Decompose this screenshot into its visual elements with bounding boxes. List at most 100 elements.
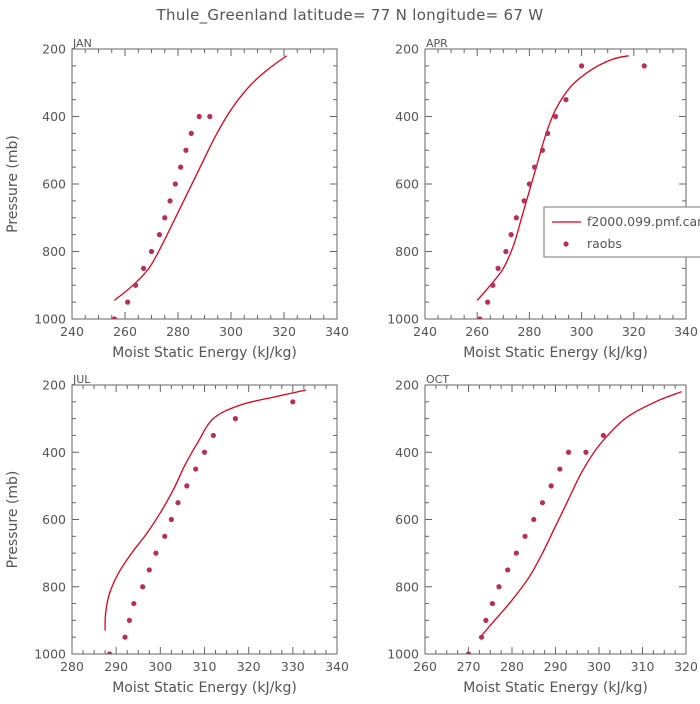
x-tick-label: 340 — [674, 324, 698, 339]
legend-model-label: f2000.099.pmf.cam — [587, 214, 700, 229]
plot-frame — [71, 384, 338, 655]
raobs-point — [111, 316, 117, 319]
raobs-point — [522, 533, 528, 539]
x-tick-label: 300 — [219, 324, 243, 339]
x-tick-label: 290 — [544, 659, 568, 674]
panel-jul: 280 290 300 310 320 330 340 200 400 600 800 1000 JUL… — [5, 373, 349, 696]
x-tick-label: 270 — [457, 659, 481, 674]
y-tick-label: 400 — [42, 445, 66, 460]
y-tick-label: 200 — [395, 42, 419, 57]
y-axis-title: Pressure (mb) — [5, 135, 21, 233]
model-line — [113, 55, 287, 301]
y-tick-label: 200 — [42, 378, 66, 393]
raobs-point — [513, 550, 519, 556]
y-tick-label: 400 — [395, 445, 419, 460]
panel-title: OCT — [426, 373, 449, 386]
raobs-point — [156, 232, 163, 238]
raobs-point — [552, 113, 559, 120]
raobs-point — [532, 164, 538, 170]
x-tick-label: 300 — [587, 659, 611, 674]
panel-jan: 240 260 280 300 320 340 200 400 600 800 1000 JAN Moi… — [5, 37, 349, 361]
y-tick-label: 600 — [42, 177, 66, 192]
panel-title: JUL — [72, 373, 91, 386]
raobs-point — [146, 567, 152, 573]
raobs-point — [167, 198, 173, 204]
y-tick-label: 600 — [395, 512, 419, 527]
plot-frame — [71, 48, 338, 320]
x-axis-title: Moist Static Energy (kJ/kg) — [112, 345, 297, 361]
raobs-point — [168, 516, 174, 523]
raobs-point — [600, 432, 606, 439]
plot-frame — [424, 48, 687, 320]
x-tick-label: 340 — [325, 324, 349, 339]
x-tick-label: 260 — [413, 659, 437, 674]
raobs-point — [526, 181, 533, 187]
raobs-point — [232, 416, 239, 422]
x-tick-label: 300 — [148, 659, 172, 674]
raobs-point — [162, 533, 168, 539]
plot-area — [104, 389, 307, 654]
raobs-point — [490, 282, 496, 288]
raobs-point — [583, 449, 589, 455]
raobs-point — [210, 432, 216, 439]
raobs-point — [188, 130, 194, 136]
raobs-point — [133, 282, 139, 288]
raobs-point — [196, 113, 202, 120]
raobs-point — [563, 97, 569, 103]
raobs-point — [641, 63, 647, 69]
raobs-point — [483, 617, 489, 623]
x-tick-label: 290 — [104, 659, 128, 674]
raobs-point — [531, 516, 537, 523]
x-tick-label: 320 — [272, 324, 296, 339]
y-tick-label: 800 — [42, 579, 66, 594]
x-tick-label: 260 — [465, 324, 489, 339]
panel-title: APR — [426, 37, 448, 50]
raobs-point — [505, 567, 511, 573]
raobs-point — [465, 651, 472, 654]
raobs-point — [193, 466, 199, 472]
x-tick-label: 320 — [622, 324, 646, 339]
raobs-point — [125, 299, 131, 305]
raobs-point — [126, 617, 133, 623]
y-tick-label: 200 — [42, 42, 66, 57]
x-tick-label: 340 — [325, 659, 349, 674]
raobs-point — [513, 215, 519, 221]
raobs-point — [496, 584, 502, 590]
raobs-point — [478, 634, 485, 640]
raobs-point — [485, 299, 491, 305]
y-tick-label: 1000 — [387, 312, 419, 327]
x-tick-label: 240 — [60, 324, 84, 339]
y-tick-label: 400 — [395, 109, 419, 124]
x-tick-label: 310 — [193, 659, 217, 674]
y-tick-label: 600 — [42, 512, 66, 527]
x-tick-label: 280 — [517, 324, 541, 339]
raobs-point — [545, 130, 551, 136]
raobs-point — [140, 265, 147, 271]
legend-box — [543, 206, 700, 258]
raobs-point — [162, 215, 168, 221]
x-tick-label: 320 — [237, 659, 261, 674]
panel-title: JAN — [72, 37, 92, 50]
raobs-point — [489, 600, 496, 607]
chart-title: Thule_Greenland latitude= 77 N longitude… — [156, 6, 544, 25]
raobs-point — [508, 232, 514, 238]
model-line — [481, 391, 682, 636]
legend-point-swatch — [563, 241, 569, 247]
y-tick-label: 400 — [42, 109, 66, 124]
plot-frame — [424, 384, 687, 655]
plot-area — [465, 391, 682, 654]
raobs-point — [175, 500, 181, 506]
raobs-point — [140, 584, 146, 590]
legend: f2000.099.pmf.cam raobs — [543, 206, 700, 258]
raobs-point — [565, 449, 572, 455]
x-tick-label: 300 — [570, 324, 594, 339]
y-tick-label: 800 — [42, 244, 66, 259]
raobs-point — [201, 449, 208, 455]
panel-oct: 260 270 280 290 300 310 320 200 400 600 800 1000 OCT… — [387, 373, 698, 696]
x-tick-label: 310 — [631, 659, 655, 674]
raobs-point — [153, 550, 159, 556]
raobs-point — [178, 164, 184, 170]
y-tick-label: 1000 — [34, 647, 66, 662]
